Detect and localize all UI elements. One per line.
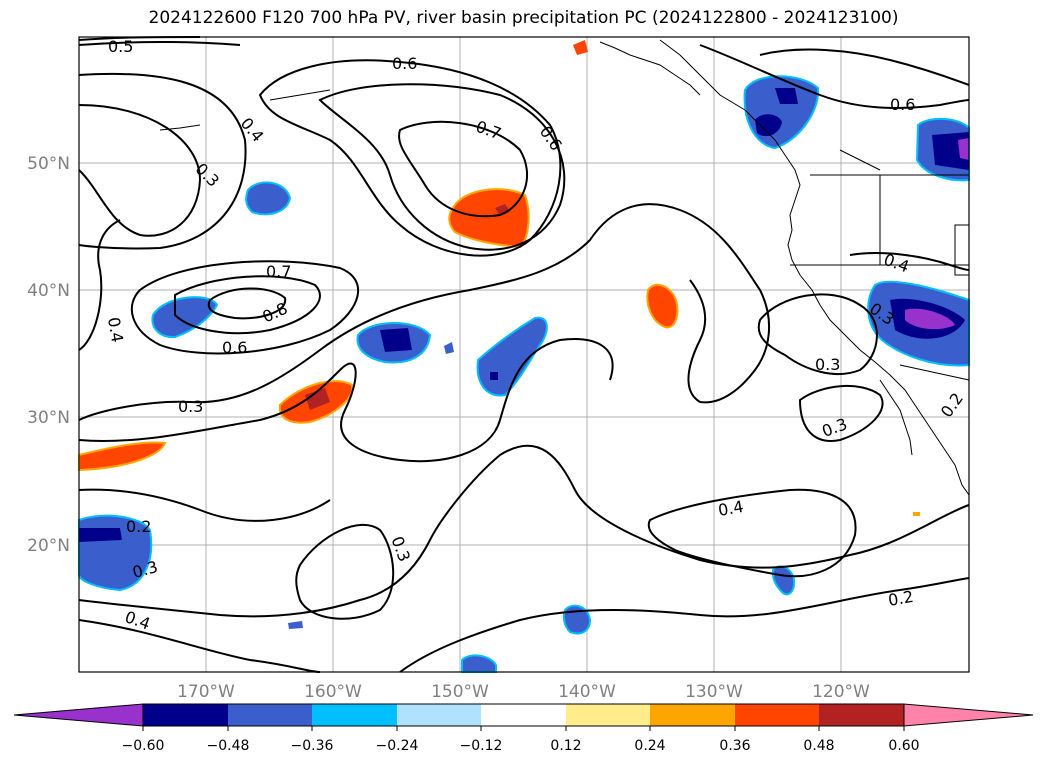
- colorbar-cell: [228, 704, 312, 726]
- contour-label: 0.2: [887, 587, 915, 610]
- colorbar-tick-label: −0.24: [376, 738, 419, 754]
- precip-blob: [78, 441, 167, 472]
- precip-blob: [755, 114, 782, 137]
- colorbar: −0.60 −0.48 −0.36 −0.24 −0.12 0.12 0.24 …: [13, 703, 1034, 754]
- colorbar-tick-label: −0.36: [291, 738, 334, 754]
- pv-contour: [647, 488, 857, 578]
- lon-label: 130°W: [685, 682, 743, 702]
- pv-contour: [78, 203, 771, 421]
- contour-label: 0.3: [178, 397, 203, 416]
- pv-contour: [78, 104, 202, 237]
- contour-label: 0.3: [815, 355, 840, 374]
- precip-blob: [775, 88, 798, 104]
- pv-contours: [78, 36, 970, 673]
- lat-label: 50°N: [27, 154, 70, 174]
- precip-blob: [79, 528, 122, 542]
- pv-contour: [258, 59, 562, 257]
- pv-contour: [798, 384, 884, 442]
- colorbar-extend-left: [13, 703, 144, 727]
- colorbar-tick-label: 0.36: [719, 738, 750, 754]
- contour-label: 0.7: [266, 262, 291, 281]
- contour-label: 0.4: [104, 316, 127, 344]
- colorbar-cell: [397, 704, 481, 726]
- lon-labels: 170°W 160°W 150°W 140°W 130°W 120°W: [177, 682, 870, 702]
- pv-contour: [78, 40, 241, 46]
- colorbar-cell: [735, 704, 819, 726]
- colorbar-extend-right: [903, 703, 1034, 727]
- colorbar-tick-label: 0.48: [803, 738, 834, 754]
- lon-label: 120°W: [812, 682, 870, 702]
- lat-labels: 50°N 40°N 30°N 20°N: [27, 154, 70, 556]
- precip-blob: [151, 296, 219, 339]
- lon-label: 170°W: [177, 682, 235, 702]
- pv-contour: [78, 488, 331, 522]
- colorbar-tick-label: 0.24: [634, 738, 665, 754]
- colorbar-cell: [143, 704, 228, 726]
- precip-blob: [444, 342, 454, 354]
- pv-contour: [398, 120, 529, 218]
- pv-contour: [295, 524, 395, 620]
- colorbar-tick-label: 0.12: [550, 738, 581, 754]
- lon-label: 150°W: [431, 682, 489, 702]
- lon-label: 160°W: [304, 682, 362, 702]
- colorbar-tick-label: 0.60: [888, 738, 919, 754]
- colorbar-tick-label: −0.12: [460, 738, 503, 754]
- pv-contour: [78, 619, 321, 673]
- lat-label: 20°N: [27, 536, 70, 556]
- pv-contour: [757, 293, 878, 376]
- pv-contour: [130, 260, 360, 355]
- contour-label: 0.6: [392, 54, 417, 73]
- precip-blob: [573, 40, 588, 55]
- precip-blob: [913, 512, 920, 516]
- map-frame: [78, 36, 970, 673]
- coastlines: [159, 39, 970, 496]
- pv-contour: [207, 287, 287, 320]
- lat-label: 30°N: [27, 408, 70, 428]
- colorbar-cell: [481, 704, 566, 726]
- lon-label: 140°W: [558, 682, 616, 702]
- contour-label: 0.6: [222, 338, 247, 357]
- colorbar-cell: [312, 704, 397, 726]
- precip-blob: [380, 328, 412, 352]
- precip-blob: [646, 283, 679, 329]
- precip-blob: [305, 388, 330, 410]
- pv-contour: [849, 252, 970, 271]
- pv-contour: [318, 83, 566, 251]
- contour-label: 0.6: [890, 95, 915, 114]
- pv-contour: [759, 48, 970, 86]
- contour-label: 0.4: [717, 497, 745, 520]
- colorbar-tick-label: −0.60: [122, 738, 165, 754]
- pv-contour: [78, 338, 614, 463]
- colorbar-tick-label: −0.48: [207, 738, 250, 754]
- pv-contour: [78, 72, 247, 250]
- precip-blob: [905, 308, 955, 330]
- map-title: 2024122600 F120 700 hPa PV, river basin …: [148, 8, 899, 28]
- pv-contour: [399, 577, 970, 673]
- pv-contour: [78, 444, 970, 618]
- contour-label: 0.2: [126, 517, 151, 536]
- precip-blob: [461, 654, 497, 673]
- gridlines: [79, 37, 969, 672]
- pv-contour: [174, 275, 321, 335]
- colorbar-cell: [650, 704, 735, 726]
- precip-blob: [490, 372, 498, 380]
- precip-blob: [245, 181, 292, 216]
- colorbar-cell: [566, 704, 650, 726]
- pv-contour: [699, 44, 970, 109]
- colorbar-cell: [819, 704, 904, 726]
- precip-blob: [958, 138, 969, 160]
- contour-label: 0.5: [108, 37, 133, 56]
- pv-contour: [78, 219, 121, 351]
- precip-blob: [288, 621, 303, 629]
- lat-label: 40°N: [27, 281, 70, 301]
